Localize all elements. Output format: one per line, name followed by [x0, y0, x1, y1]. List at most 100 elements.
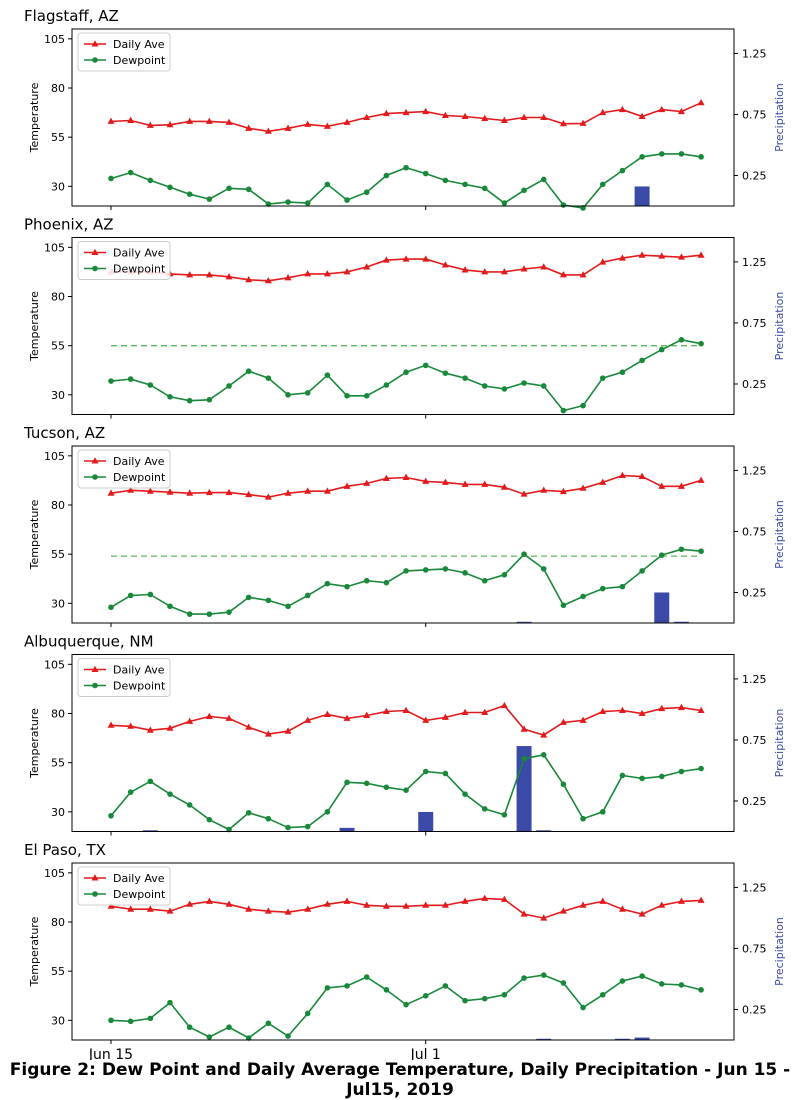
- point-daily-ave: [579, 901, 587, 908]
- point-dewpoint: [206, 196, 213, 202]
- point-daily-ave: [343, 714, 351, 721]
- point-daily-ave: [186, 117, 194, 124]
- legend-label: Daily Ave: [113, 872, 165, 885]
- point-daily-ave: [540, 263, 548, 270]
- point-dewpoint: [206, 611, 213, 617]
- point-dewpoint: [599, 585, 606, 592]
- panel-flagstaff-az: Flagstaff, AZ 30 55 80 105 0.25 0.75 1.25 Temper…: [24, 7, 786, 211]
- point-daily-ave: [559, 907, 567, 914]
- legend-label: Dewpoint: [113, 888, 166, 901]
- point-daily-ave: [638, 112, 646, 120]
- legend: Daily Ave Dewpoint: [77, 449, 171, 489]
- point-daily-ave: [441, 901, 449, 908]
- point-daily-ave: [677, 482, 685, 489]
- point-dewpoint: [108, 1017, 114, 1024]
- point-daily-ave: [638, 251, 646, 258]
- point-daily-ave: [264, 730, 272, 737]
- point-daily-ave: [304, 120, 312, 127]
- point-daily-ave: [304, 905, 312, 912]
- point-dewpoint: [245, 594, 252, 601]
- point-dewpoint: [127, 1018, 134, 1025]
- point-daily-ave: [422, 107, 430, 115]
- point-daily-ave: [107, 721, 115, 728]
- point-dewpoint: [501, 572, 508, 578]
- point-daily-ave: [697, 706, 705, 714]
- point-daily-ave: [579, 716, 587, 723]
- y-tick-label: 80: [51, 82, 65, 95]
- point-daily-ave: [127, 116, 135, 123]
- point-dewpoint: [639, 775, 645, 782]
- panel-title: Tucson, AZ: [23, 424, 105, 442]
- point-daily-ave: [323, 487, 331, 494]
- point-dewpoint: [226, 1024, 232, 1031]
- point-dewpoint: [678, 982, 685, 988]
- point-dewpoint: [481, 185, 488, 192]
- point-daily-ave: [323, 710, 331, 717]
- panel-albuquerque-nm: Albuquerque, NM 30 55 80 105 0.25 0.75 1.25 Temp…: [24, 633, 786, 836]
- point-daily-ave: [205, 897, 213, 904]
- y-tick-label: 80: [51, 291, 65, 304]
- legend-label: Daily Ave: [113, 38, 165, 51]
- point-dewpoint: [619, 583, 626, 590]
- y2-axis-label: Precipitation: [773, 500, 786, 569]
- panel-title: El Paso, TX: [24, 841, 106, 859]
- legend-label: Dewpoint: [113, 680, 166, 693]
- y2-tick-label: 0.25: [742, 169, 767, 182]
- series-line-dewpoint: [110, 153, 702, 209]
- point-dewpoint: [422, 170, 429, 177]
- point-dewpoint: [186, 397, 193, 404]
- point-dewpoint: [167, 999, 173, 1006]
- point-dewpoint: [147, 778, 154, 785]
- point-dewpoint: [245, 810, 252, 816]
- y-axis-label: Temperature: [28, 708, 41, 779]
- legend-box: [77, 241, 171, 280]
- legend-label: Dewpoint: [113, 471, 166, 484]
- point-dewpoint: [442, 983, 449, 989]
- point-dewpoint: [540, 972, 547, 978]
- panel-title: Flagstaff, AZ: [24, 7, 119, 25]
- point-dewpoint: [462, 570, 468, 576]
- y2-tick-label: 0.25: [742, 1003, 767, 1016]
- point-dewpoint: [678, 768, 685, 775]
- point-dewpoint: [167, 394, 173, 400]
- point-dewpoint: [186, 802, 193, 808]
- y2-axis-label: Precipitation: [773, 917, 786, 986]
- point-dewpoint: [363, 577, 370, 584]
- point-daily-ave: [382, 109, 390, 117]
- x-tick-label: Jun 15: [88, 1047, 133, 1060]
- point-daily-ave: [343, 897, 351, 904]
- point-dewpoint: [658, 981, 665, 987]
- precip-bar: [654, 592, 670, 623]
- point-dewpoint: [442, 177, 449, 184]
- point-daily-ave: [166, 488, 174, 495]
- series-line-dewpoint: [110, 338, 702, 412]
- point-dewpoint: [344, 393, 350, 399]
- point-dewpoint: [245, 368, 252, 375]
- y2-tick-label: 0.25: [742, 378, 767, 391]
- point-dewpoint: [521, 380, 527, 386]
- legend-box: [77, 658, 171, 697]
- point-daily-ave: [166, 120, 174, 128]
- point-dewpoint: [580, 402, 586, 409]
- point-dewpoint: [442, 566, 449, 572]
- point-dewpoint: [186, 1024, 193, 1031]
- plot-frame: [71, 28, 735, 207]
- point-dewpoint: [167, 603, 173, 610]
- point-dewpoint: [167, 184, 173, 191]
- point-daily-ave: [422, 255, 430, 262]
- legend-label: Daily Ave: [113, 247, 165, 260]
- legend-label: Daily Ave: [113, 455, 165, 468]
- point-daily-ave: [697, 251, 705, 258]
- point-daily-ave: [186, 717, 194, 724]
- point-daily-ave: [107, 489, 115, 496]
- point-daily-ave: [264, 493, 272, 500]
- point-daily-ave: [658, 105, 666, 113]
- point-dewpoint: [127, 169, 134, 176]
- point-daily-ave: [402, 706, 410, 714]
- point-dewpoint: [442, 370, 449, 377]
- point-dewpoint: [658, 346, 665, 353]
- point-dewpoint: [422, 768, 429, 775]
- point-daily-ave: [225, 118, 233, 125]
- y2-axis-label: Precipitation: [773, 709, 786, 778]
- point-daily-ave: [146, 726, 154, 733]
